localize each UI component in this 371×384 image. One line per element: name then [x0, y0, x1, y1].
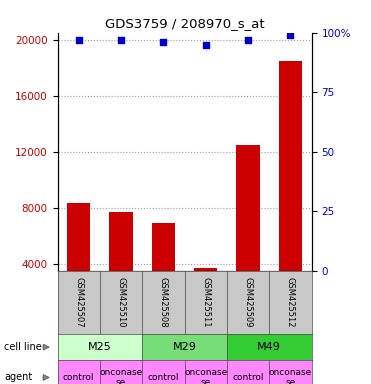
Text: GSM425509: GSM425509	[244, 277, 253, 328]
Point	[76, 37, 82, 43]
Text: onconase
se: onconase se	[269, 368, 312, 384]
Text: GSM425507: GSM425507	[74, 277, 83, 328]
Text: GSM425512: GSM425512	[286, 277, 295, 328]
Text: GSM425510: GSM425510	[116, 277, 125, 328]
Bar	[109, 212, 133, 320]
Bar	[236, 145, 260, 320]
Point	[245, 37, 251, 43]
Text: M49: M49	[257, 342, 281, 352]
Text: M25: M25	[88, 342, 112, 352]
Point	[203, 41, 209, 48]
Text: GSM425511: GSM425511	[201, 277, 210, 328]
Text: GSM425508: GSM425508	[159, 277, 168, 328]
Bar	[194, 268, 217, 320]
Text: agent: agent	[4, 372, 33, 382]
Text: control: control	[148, 373, 179, 382]
Bar	[152, 223, 175, 320]
Text: control: control	[232, 373, 264, 382]
Text: cell line: cell line	[4, 342, 42, 352]
Bar	[279, 61, 302, 320]
Point	[160, 39, 166, 45]
Text: M29: M29	[173, 342, 197, 352]
Point	[288, 32, 293, 38]
Text: control: control	[63, 373, 95, 382]
Title: GDS3759 / 208970_s_at: GDS3759 / 208970_s_at	[105, 17, 265, 30]
Text: onconase
se: onconase se	[184, 368, 227, 384]
Text: onconase
se: onconase se	[99, 368, 143, 384]
Point	[118, 37, 124, 43]
Bar	[67, 204, 90, 320]
